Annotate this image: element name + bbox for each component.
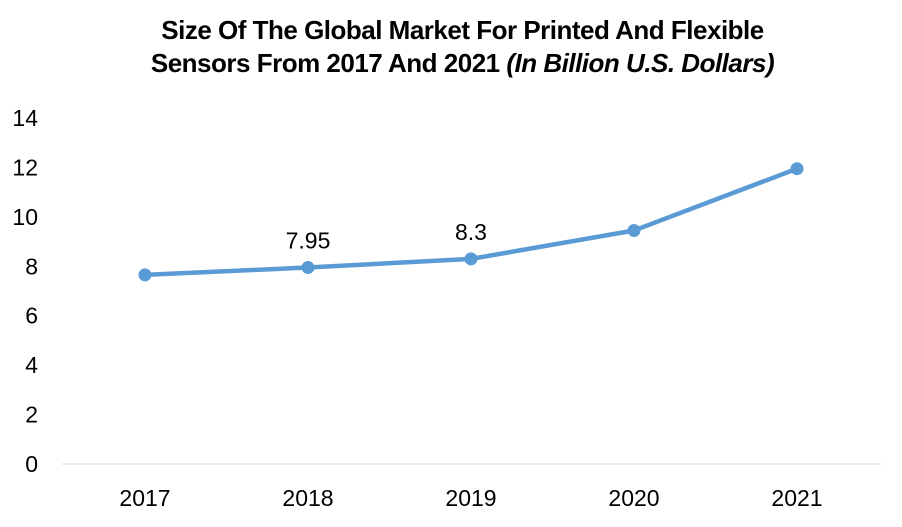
data-label-2018: 7.95 (286, 228, 331, 254)
y-axis-tick-label: 4 (25, 352, 38, 378)
data-point-2017 (138, 268, 152, 282)
y-axis-tick-label: 0 (25, 451, 38, 477)
data-point-2020 (627, 224, 641, 237)
x-axis-tick-label: 2019 (445, 485, 496, 511)
y-axis-tick-label: 2 (25, 402, 38, 428)
chart-title: Size Of The Global Market For Printed An… (40, 14, 885, 80)
chart-title-unit: (In Billion U.S. Dollars) (506, 48, 775, 78)
x-axis-tick-label: 2020 (608, 485, 659, 511)
x-axis-tick-label: 2017 (119, 485, 170, 511)
x-axis-tick-label: 2021 (771, 485, 822, 511)
chart-title-line2-main: Sensors From 2017 And 2021 (150, 48, 507, 78)
chart-title-line2: Sensors From 2017 And 2021 (In Billion U… (40, 47, 885, 80)
y-axis-tick-label: 10 (12, 204, 38, 230)
data-label-2019: 8.3 (455, 219, 487, 245)
chart-title-line1: Size Of The Global Market For Printed An… (161, 15, 764, 45)
y-axis-tick-label: 12 (12, 154, 38, 180)
y-axis-tick-label: 8 (25, 253, 38, 279)
y-axis-tick-label: 6 (25, 303, 38, 329)
y-axis-tick-label: 14 (12, 105, 38, 131)
data-point-2019 (464, 252, 478, 266)
data-point-2018 (301, 261, 315, 274)
data-point-2021 (790, 162, 804, 176)
x-axis-tick-label: 2018 (282, 485, 333, 511)
